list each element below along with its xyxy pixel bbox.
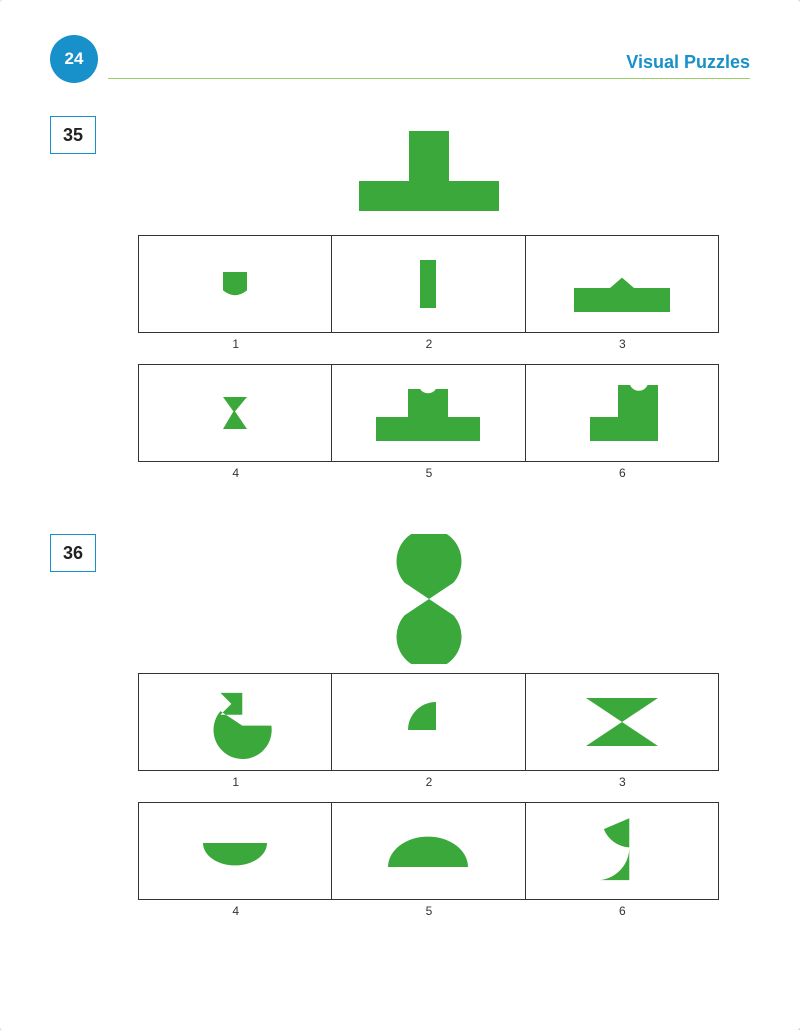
- option-label: 4: [139, 904, 332, 918]
- option-cell[interactable]: [138, 235, 332, 333]
- option-grid-row-2: [139, 365, 719, 462]
- target-shape-container: [108, 534, 750, 664]
- question-number: 35: [63, 125, 83, 146]
- question-number-box: 35: [50, 116, 96, 154]
- option-label: 2: [332, 337, 525, 351]
- option-cell[interactable]: [525, 235, 719, 333]
- option-grid-row-1: [139, 236, 719, 333]
- option-cell[interactable]: [525, 364, 719, 462]
- option-shape-icon: [358, 682, 498, 762]
- target-shape-container: [108, 116, 750, 226]
- option-cell[interactable]: [331, 673, 525, 771]
- option-label: 5: [332, 904, 525, 918]
- page-number: 24: [65, 49, 84, 69]
- option-cell[interactable]: [331, 235, 525, 333]
- option-grid-row-1: [139, 674, 719, 771]
- option-shape-icon: [358, 373, 498, 453]
- target-shape-icon: [349, 121, 509, 221]
- option-label: 3: [526, 337, 719, 351]
- question-number: 36: [63, 543, 83, 564]
- option-shape-icon: [552, 244, 692, 324]
- question-number-box: 36: [50, 534, 96, 572]
- section-title: Visual Puzzles: [626, 52, 750, 73]
- option-shape-icon: [552, 373, 692, 453]
- puzzle-35: 35 123: [50, 116, 750, 494]
- target-shape-icon: [364, 534, 494, 664]
- option-label: 3: [526, 775, 719, 789]
- option-cell[interactable]: [138, 673, 332, 771]
- option-shape-icon: [165, 244, 305, 324]
- option-shape-icon: [358, 811, 498, 891]
- puzzle-36: 36 123: [50, 534, 750, 932]
- header-rule: [108, 78, 750, 79]
- worksheet-page: 24 Visual Puzzles 35: [0, 0, 800, 1030]
- option-cell[interactable]: [331, 802, 525, 900]
- option-cell[interactable]: [331, 364, 525, 462]
- option-shape-icon: [165, 373, 305, 453]
- option-cell[interactable]: [138, 802, 332, 900]
- option-shape-icon: [552, 682, 692, 762]
- option-label: 1: [139, 775, 332, 789]
- option-label: 4: [139, 466, 332, 480]
- page-header: 24 Visual Puzzles: [50, 40, 750, 90]
- option-grid-row-2: [139, 803, 719, 900]
- option-label: 1: [139, 337, 332, 351]
- page-number-badge: 24: [50, 35, 98, 83]
- option-shape-icon: [358, 244, 498, 324]
- option-label: 2: [332, 775, 525, 789]
- option-label: 6: [526, 904, 719, 918]
- option-label: 5: [332, 466, 525, 480]
- option-shape-icon: [552, 811, 692, 891]
- option-cell[interactable]: [525, 673, 719, 771]
- option-cell[interactable]: [525, 802, 719, 900]
- option-shape-icon: [165, 811, 305, 891]
- option-label: 6: [526, 466, 719, 480]
- option-cell[interactable]: [138, 364, 332, 462]
- option-shape-icon: [165, 682, 305, 762]
